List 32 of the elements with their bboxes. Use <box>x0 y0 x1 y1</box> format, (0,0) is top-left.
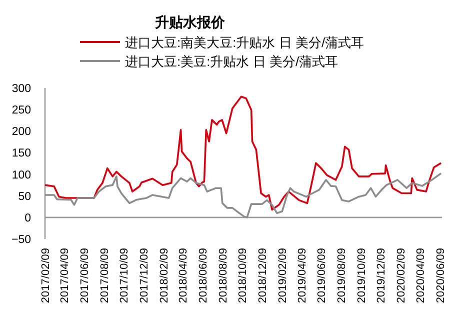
y-tick-label: 100 <box>12 169 31 182</box>
x-tick-label: 2020/04/09 <box>415 248 428 304</box>
x-tick-label: 2020/06/09 <box>435 248 448 304</box>
legend-label: 进口大豆:美豆:升贴水 日 美分/蒲式耳 <box>125 54 338 69</box>
x-tick-label: 2019/06/09 <box>316 248 328 304</box>
x-tick-label: 2019/02/09 <box>277 248 290 304</box>
y-tick-label: 0 <box>24 212 31 224</box>
legend-label: 进口大豆:南美大豆:升贴水 日 美分/蒲式耳 <box>125 35 364 50</box>
x-tick-label: 2017/02/09 <box>40 248 52 304</box>
chart-title: 升贴水报价 <box>154 14 226 30</box>
x-tick-label: 2018/04/09 <box>178 248 190 304</box>
y-tick-label: 250 <box>12 104 31 117</box>
x-tick-label: 2017/10/09 <box>118 248 131 304</box>
x-tick-label: 2019/04/09 <box>296 248 308 304</box>
x-tick-label: 2017/12/09 <box>138 248 150 304</box>
y-tick-label: 50 <box>18 190 31 203</box>
x-tick-label: 2018/08/09 <box>217 248 230 304</box>
x-tick-label: 2019/12/09 <box>376 248 388 304</box>
x-tick-label: 2017/04/09 <box>59 248 72 304</box>
x-tick-label: 2018/10/09 <box>237 248 250 304</box>
x-tick-label: 2018/12/09 <box>257 248 270 304</box>
y-tick-label: −50 <box>11 234 31 246</box>
x-tick-label: 2018/06/09 <box>198 248 210 304</box>
y-tick-label: 200 <box>12 126 31 138</box>
x-tick-label: 2017/06/09 <box>78 248 91 304</box>
x-tick-label: 2020/02/09 <box>396 248 408 304</box>
y-tick-label: 300 <box>12 83 31 95</box>
x-tick-label: 2017/08/09 <box>98 248 111 304</box>
x-tick-label: 2018/02/09 <box>158 248 171 304</box>
y-tick-label: 150 <box>12 148 31 160</box>
x-tick-label: 2019/10/09 <box>356 248 368 304</box>
x-tick-label: 2019/08/09 <box>336 248 348 304</box>
